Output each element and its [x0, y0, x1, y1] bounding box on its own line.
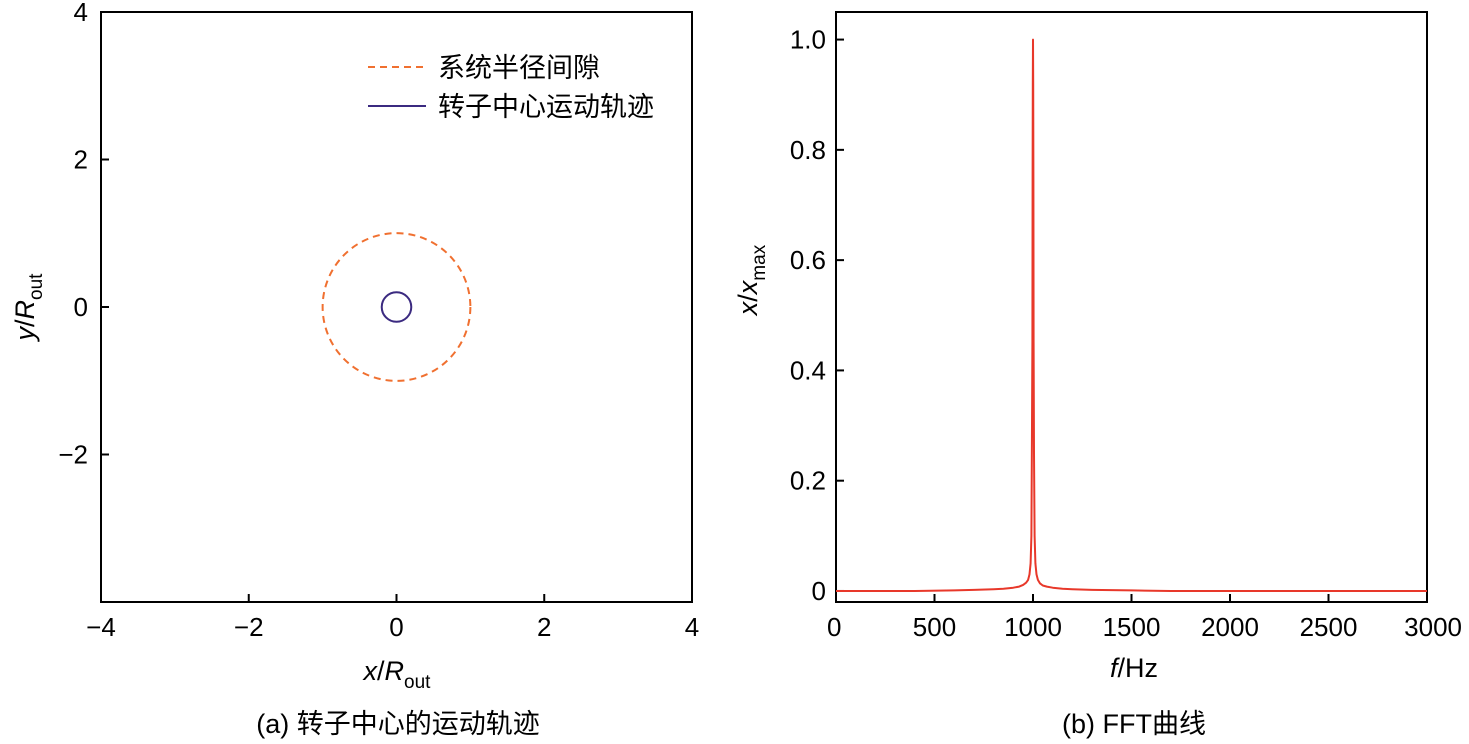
x-axis-label-a-sub: out: [404, 672, 431, 693]
y-axis-label-a-sub: out: [26, 273, 47, 300]
fft-line: [836, 38, 1427, 592]
y-tick-label-a: 4: [74, 0, 88, 27]
trajectory-ticks: −4 −2 0 2 4 −2 0 2 4: [58, 0, 699, 642]
x-tick-label-b: 500: [913, 612, 956, 642]
y-axis-label-b-base: x: [733, 279, 763, 296]
trajectory-legend: 系统半径间隙 转子中心运动轨迹: [368, 53, 654, 122]
y-tick-label-a: 2: [74, 145, 88, 175]
y-axis-label-b-sep: /: [733, 294, 763, 302]
y-axis-label-a-var: y: [10, 325, 40, 342]
x-tick-label-a: 4: [685, 612, 699, 642]
clearance-circle: [321, 232, 472, 382]
x-tick-label-a: −4: [86, 612, 116, 642]
x-axis-label-a-sep: /: [377, 656, 385, 686]
y-tick-label-b: 0.8: [790, 135, 826, 165]
fft-series: [836, 38, 1427, 592]
x-tick-label-a: 0: [389, 612, 403, 642]
plot-frame-b: [835, 11, 1428, 603]
y-axis-label-b: x/xmax: [733, 244, 770, 317]
y-axis-label-a: y/Rout: [10, 273, 47, 343]
y-tick-label-b: 0.2: [790, 466, 826, 496]
x-axis-label-a-base: R: [385, 656, 405, 686]
x-tick-label-b: 2000: [1201, 612, 1259, 642]
y-axis-label-a-base: R: [10, 300, 40, 320]
x-axis-label-b-sep: /: [1118, 653, 1126, 683]
x-axis-label-b: f/Hz: [1110, 653, 1158, 683]
x-tick-label-b: 2500: [1300, 612, 1358, 642]
y-axis-label-a-sep: /: [10, 319, 40, 327]
y-tick-label-b: 0: [812, 576, 826, 606]
legend-label-clearance: 系统半径间隙: [438, 53, 600, 83]
y-tick-label-a: −2: [58, 440, 88, 470]
x-axis-label-a-var: x: [362, 656, 379, 686]
legend-label-trajectory: 转子中心运动轨迹: [438, 92, 654, 122]
trajectory-series: [321, 232, 472, 382]
fft-ticks: 0 500 1000 1500 2000 2500 3000 0 0.2 0.4 0.6 0.8 1.0: [790, 25, 1462, 642]
y-axis-label-b-var: x: [733, 300, 763, 317]
x-tick-label-a: −2: [234, 612, 264, 642]
y-tick-label-b: 0.4: [790, 355, 826, 385]
x-tick-label-b: 1000: [1004, 612, 1062, 642]
x-tick-label-b: 1500: [1103, 612, 1161, 642]
y-axis-label-b-sub: max: [749, 244, 770, 280]
caption-a: (a) 转子中心的运动轨迹: [256, 709, 540, 739]
x-axis-label-a: x/Rout: [362, 656, 432, 693]
trajectory-circle: [380, 291, 413, 323]
y-tick-label-b: 1.0: [790, 25, 826, 55]
y-tick-label-b: 0.6: [790, 245, 826, 275]
y-tick-label-a: 0: [74, 292, 88, 322]
x-tick-label-a: 2: [537, 612, 551, 642]
x-tick-label-b: 3000: [1404, 612, 1462, 642]
fft-plot: 0 500 1000 1500 2000 2500 3000 0 0.2 0.4 0.6 0.8 1.0…: [733, 11, 1462, 739]
x-axis-label-b-var: f: [1110, 653, 1120, 683]
x-tick-label-b: 0: [827, 612, 841, 642]
x-axis-label-b-unit: Hz: [1125, 653, 1158, 683]
caption-b: (b) FFT曲线: [1062, 709, 1206, 739]
